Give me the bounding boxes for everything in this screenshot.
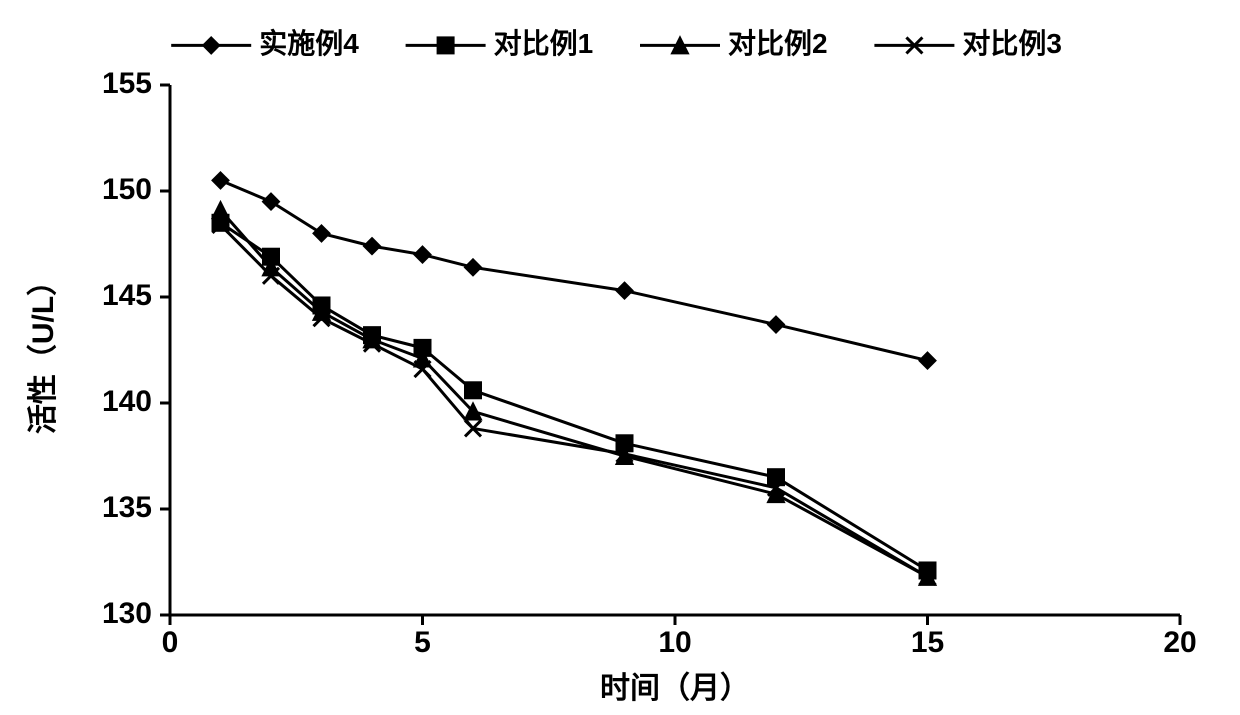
legend-label: 对比例3 bbox=[962, 28, 1062, 59]
svg-text:145: 145 bbox=[102, 279, 152, 312]
chart-svg: 130 135 140 145 150 155 0 5 10 15 20 时间（月） 活性（U/L） 实施… bbox=[0, 0, 1240, 715]
activity-line-chart: 130 135 140 145 150 155 0 5 10 15 20 时间（月） 活性（U/L） 实施… bbox=[0, 0, 1240, 715]
svg-text:130: 130 bbox=[102, 597, 152, 630]
legend-label: 对比例1 bbox=[494, 28, 594, 59]
legend-label: 实施例4 bbox=[259, 27, 359, 59]
svg-text:150: 150 bbox=[102, 173, 152, 206]
svg-text:15: 15 bbox=[911, 626, 944, 659]
svg-text:140: 140 bbox=[102, 385, 152, 418]
svg-text:20: 20 bbox=[1163, 626, 1196, 659]
svg-text:10: 10 bbox=[658, 626, 691, 659]
svg-text:5: 5 bbox=[414, 626, 431, 659]
svg-text:0: 0 bbox=[162, 626, 179, 659]
svg-text:135: 135 bbox=[102, 491, 152, 524]
svg-text:时间（月）: 时间（月） bbox=[600, 671, 750, 705]
svg-text:155: 155 bbox=[102, 67, 152, 100]
svg-text:活性（U/L）: 活性（U/L） bbox=[26, 266, 60, 434]
legend-label: 对比例2 bbox=[728, 28, 828, 59]
